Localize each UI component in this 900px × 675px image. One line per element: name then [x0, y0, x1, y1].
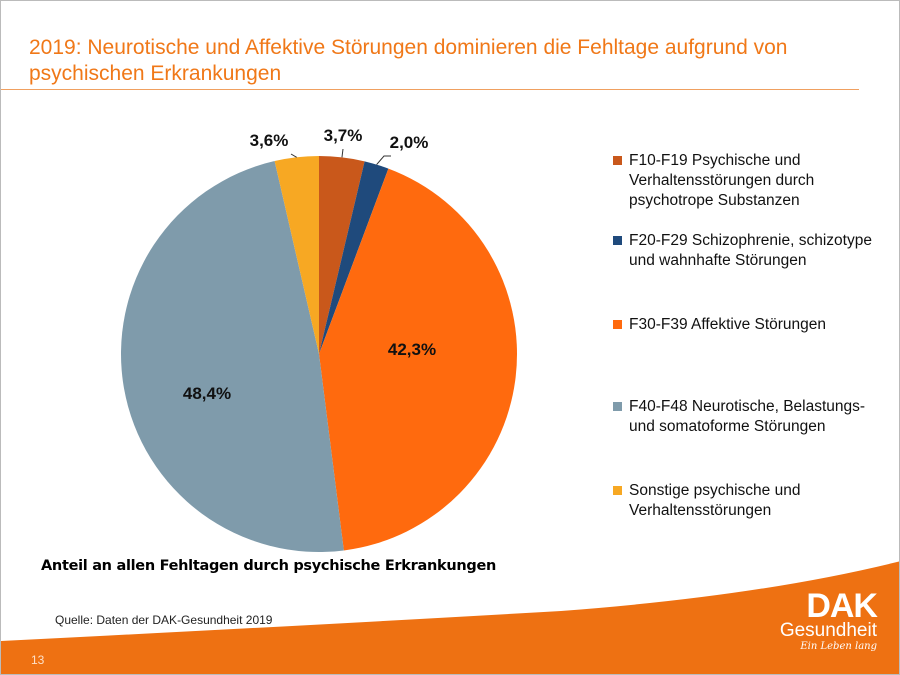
logo-tagline: Ein Leben lang — [800, 641, 877, 652]
legend-label: F30-F39 Affektive Störungen — [629, 316, 827, 333]
leader-line — [341, 148, 344, 158]
legend-label: Sonstige psychische und Verhaltensstörun… — [629, 482, 801, 519]
data-label: 3,7% — [324, 126, 363, 145]
chart-caption: Anteil an allen Fehltagen durch psychisc… — [41, 558, 497, 574]
pie-slice — [120, 161, 344, 552]
legend-swatch — [613, 320, 622, 329]
legend-swatch — [613, 486, 622, 495]
title-divider — [1, 89, 859, 90]
source-note: Quelle: Daten der DAK-Gesundheit 2019 — [55, 613, 273, 627]
legend-item: Sonstige psychische und Verhaltensstörun… — [613, 481, 879, 521]
leader-line — [290, 153, 297, 158]
legend-swatch — [613, 156, 622, 165]
leader-line — [376, 155, 391, 165]
pie-slice — [274, 156, 319, 354]
dak-logo: DAK Gesundheit Ein Leben lang — [779, 587, 878, 652]
pie-slice — [319, 168, 517, 551]
legend-swatch — [613, 402, 622, 411]
logo-sub: Gesundheit — [779, 620, 877, 641]
data-label: 48,4% — [183, 384, 231, 403]
legend-label: F20-F29 Schizophrenie, schizotype und wa… — [629, 232, 872, 269]
pie-slice — [319, 156, 365, 354]
slide-title: 2019: Neurotische und Affektive Störunge… — [29, 36, 788, 85]
legend-label: F10-F19 Psychische und Verhaltensstörung… — [629, 152, 815, 209]
logo-brand: DAK — [806, 587, 878, 625]
data-label: 3,6% — [250, 131, 289, 150]
legend-item: F20-F29 Schizophrenie, schizotype und wa… — [613, 231, 879, 271]
pie-slice — [319, 161, 389, 354]
legend-item: F10-F19 Psychische und Verhaltensstörung… — [613, 151, 879, 211]
page-number: 13 — [31, 653, 45, 667]
data-label: 42,3% — [388, 340, 436, 359]
legend-item: F30-F39 Affektive Störungen — [613, 315, 879, 335]
legend-item: F40-F48 Neurotische, Belastungs- und som… — [613, 397, 879, 437]
data-label: 2,0% — [390, 133, 429, 152]
legend-label: F40-F48 Neurotische, Belastungs- und som… — [629, 398, 866, 435]
legend-swatch — [613, 236, 622, 245]
footer-band — [1, 561, 899, 674]
